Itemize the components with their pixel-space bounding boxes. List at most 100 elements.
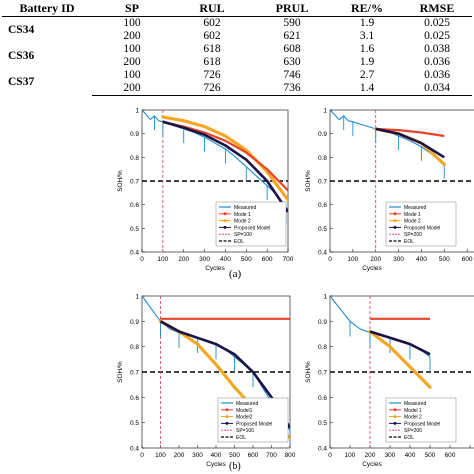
y-tick-label: 1: [323, 108, 327, 115]
y-axis-label: SOH/%: [305, 170, 312, 192]
cell-rmse: 0.036: [424, 56, 450, 68]
x-tick-label: 0: [328, 452, 332, 459]
cell-sp: 100: [123, 17, 141, 29]
legend-marker: [393, 212, 397, 216]
y-tick-label: 1: [135, 108, 139, 115]
y-tick-label: 0.8: [318, 344, 327, 351]
header-sp: SP: [92, 0, 172, 17]
y-tick-label: 0.7: [318, 370, 327, 377]
x-tick-label: 600: [445, 452, 456, 459]
series-model2: [161, 115, 288, 202]
x-tick-label: 300: [199, 256, 210, 263]
cell-re: 1.9: [359, 17, 375, 29]
y-tick-label: 0.8: [130, 344, 139, 351]
y-tick-label: 0.6: [130, 395, 139, 402]
legend-label: Mode 1: [404, 212, 421, 218]
x-tick-label: 800: [285, 452, 296, 459]
table-row: CS37 100 726 746 2.7 0.036: [2, 69, 472, 88]
results-table-region: Battery ID SP RUL PRUL RE/% RMSE CS34 10…: [0, 0, 474, 96]
cell-prul: 608: [283, 43, 301, 55]
legend-marker: [393, 219, 397, 223]
legend-label: Mode 2: [404, 219, 421, 225]
series-measured: [142, 110, 287, 210]
series-model1: [375, 127, 445, 138]
legend-label: Mode 2: [234, 219, 251, 225]
cell-rmse: 0.034: [402, 82, 472, 96]
legend-label: SP=100: [236, 428, 254, 434]
legend-label: SP=200: [404, 428, 422, 434]
x-tick-label: 500: [241, 256, 252, 263]
x-tick-label: 400: [211, 452, 222, 459]
series-proposed: [369, 330, 431, 356]
y-tick-label: 0.6: [130, 202, 139, 209]
table-row: CS36 100 618 608 1.6 0.038: [2, 43, 472, 62]
cell-re: 3.1: [359, 30, 375, 42]
y-axis-label: SOH/%: [305, 361, 312, 383]
y-tick-label: 0.9: [318, 319, 327, 326]
table-row: 200 726 736 1.4 0.034: [2, 82, 472, 96]
y-tick-label: 0.8: [130, 155, 139, 162]
y-tick-label: 0.6: [318, 395, 327, 402]
cell-re: 2.7: [359, 69, 375, 81]
y-tick-label: 0.7: [130, 370, 139, 377]
cell-prul: 736: [252, 82, 332, 96]
header-prul: PRUL: [252, 0, 332, 17]
x-axis-label: Cycles: [205, 265, 225, 272]
cell-sp: 100: [123, 43, 141, 55]
cell-prul: 621: [283, 30, 301, 42]
cell-rul: 726: [172, 82, 252, 96]
y-tick-label: 0.5: [130, 420, 139, 427]
legend-marker: [393, 415, 397, 419]
cell-re: 1.6: [359, 43, 375, 55]
chart-b-left: 0.4 0.5 0.6 0.7 0.8 0.9 1 0 100 200 300 400 500 600 70…: [117, 294, 296, 469]
y-tick-label: 0.5: [318, 420, 327, 427]
x-tick-label: 0: [140, 256, 144, 263]
series-proposed: [375, 127, 445, 159]
legend-label: EOL: [404, 239, 414, 245]
cell-rmse: 0.038: [424, 43, 450, 55]
legend-label: Measured: [404, 401, 426, 407]
x-tick-label: 100: [347, 256, 358, 263]
x-tick-label: 600: [248, 452, 259, 459]
legend-label: Proposed Model: [404, 421, 440, 427]
soh-figure: 0.40.50.60.70.80.910 100 200 300 400 500 600 70…: [117, 108, 474, 469]
x-tick-label: 700: [283, 256, 294, 263]
chart-a-left: 0.4 0.5 0.6 0.7 0.8 0.9 1 0 100 200 300 400 500 600 70…: [117, 108, 294, 273]
cell-prul: 746: [283, 69, 301, 81]
legend-marker: [223, 212, 227, 216]
plot-area: [330, 296, 474, 448]
panel-label-b: (b): [229, 461, 241, 472]
y-tick-label: 0.4: [318, 250, 327, 257]
cell-rul: 618: [203, 56, 221, 68]
x-tick-label: 200: [365, 452, 376, 459]
legend-label: Measured: [404, 205, 426, 211]
y-axis-label: SOH/%: [117, 170, 124, 192]
x-tick-label: 0: [140, 452, 144, 459]
legend-box: [217, 397, 289, 443]
x-tick-label: 400: [405, 452, 416, 459]
x-tick-label: 500: [229, 452, 240, 459]
cell-prul: 630: [283, 56, 301, 68]
legend-box: [385, 397, 457, 443]
chart-a-right: 0.4 0.5 0.6 0.7 0.8 0.9 1 0 100 200 300 400 500 600 SO…: [305, 108, 474, 272]
table-header-row: Battery ID SP RUL PRUL RE/% RMSE: [2, 0, 472, 17]
legend-marker: [393, 421, 397, 425]
legend-label: EOL: [236, 435, 246, 441]
legend-label: Mode 1: [234, 212, 251, 218]
header-re: RE/%: [332, 0, 402, 17]
cell-sp: 200: [92, 82, 172, 96]
x-tick-label: 200: [370, 256, 381, 263]
legend-marker: [225, 415, 229, 419]
cell-rmse: 0.025: [424, 30, 450, 42]
cell-rmse: 0.036: [424, 69, 450, 81]
table-row: 200 618 630 1.9 0.036: [2, 56, 472, 69]
series-model2: [368, 329, 432, 389]
x-tick-label: 300: [385, 452, 396, 459]
cell-rul: 618: [203, 43, 221, 55]
y-tick-label: 0.5: [318, 226, 327, 233]
y-tick-label: 0.8: [318, 155, 327, 162]
legend-label: SP=200: [404, 232, 422, 238]
